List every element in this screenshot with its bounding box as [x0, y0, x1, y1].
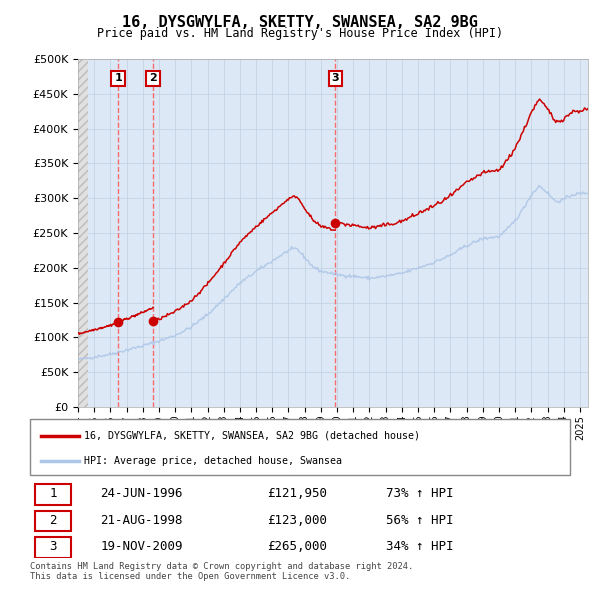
Text: HPI: Average price, detached house, Swansea: HPI: Average price, detached house, Swan…: [84, 456, 342, 466]
Text: 21-AUG-1998: 21-AUG-1998: [100, 514, 182, 527]
Text: £123,000: £123,000: [268, 514, 328, 527]
Text: 3: 3: [49, 540, 57, 553]
Text: Price paid vs. HM Land Registry's House Price Index (HPI): Price paid vs. HM Land Registry's House …: [97, 27, 503, 40]
Text: Contains HM Land Registry data © Crown copyright and database right 2024.
This d: Contains HM Land Registry data © Crown c…: [30, 562, 413, 581]
Text: 1: 1: [49, 487, 57, 500]
Text: 2: 2: [149, 74, 157, 84]
Text: 1: 1: [114, 74, 122, 84]
Text: 19-NOV-2009: 19-NOV-2009: [100, 540, 182, 553]
Text: 56% ↑ HPI: 56% ↑ HPI: [386, 514, 454, 527]
FancyBboxPatch shape: [30, 419, 570, 475]
FancyBboxPatch shape: [35, 537, 71, 558]
Text: 16, DYSGWYLFA, SKETTY, SWANSEA, SA2 9BG: 16, DYSGWYLFA, SKETTY, SWANSEA, SA2 9BG: [122, 15, 478, 30]
Bar: [78, 59, 88, 407]
Text: 73% ↑ HPI: 73% ↑ HPI: [386, 487, 454, 500]
Text: 16, DYSGWYLFA, SKETTY, SWANSEA, SA2 9BG (detached house): 16, DYSGWYLFA, SKETTY, SWANSEA, SA2 9BG …: [84, 431, 420, 441]
FancyBboxPatch shape: [35, 484, 71, 505]
Text: 24-JUN-1996: 24-JUN-1996: [100, 487, 182, 500]
Text: 2: 2: [49, 514, 57, 527]
Text: 3: 3: [331, 74, 339, 84]
Text: £121,950: £121,950: [268, 487, 328, 500]
Text: 34% ↑ HPI: 34% ↑ HPI: [386, 540, 454, 553]
FancyBboxPatch shape: [35, 510, 71, 531]
Text: £265,000: £265,000: [268, 540, 328, 553]
